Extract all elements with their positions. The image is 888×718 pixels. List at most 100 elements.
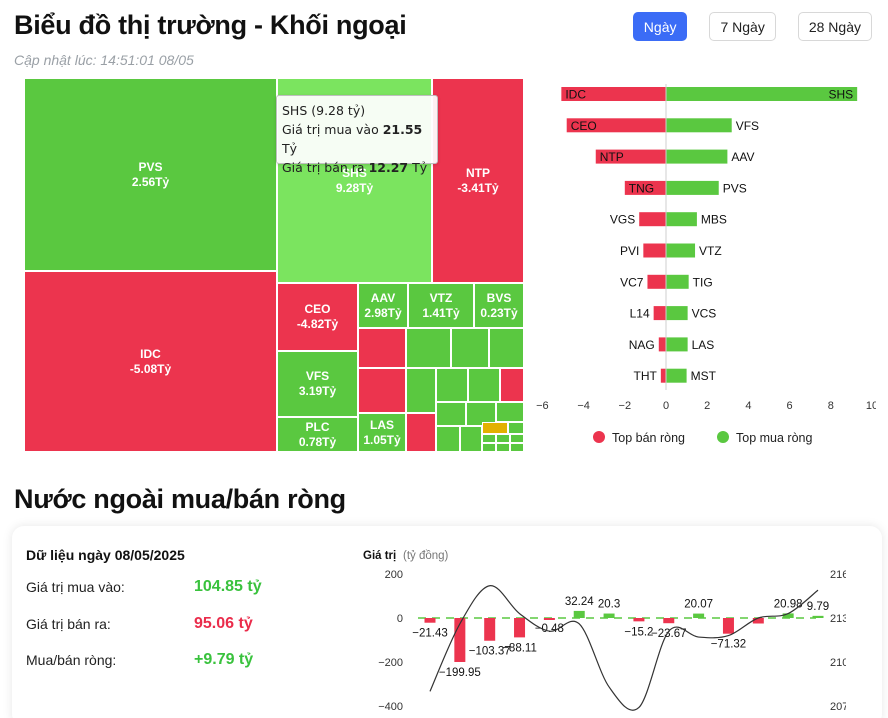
sell-bar-label: VGS xyxy=(610,213,635,227)
section-title: Nước ngoài mua/bán ròng xyxy=(14,484,346,514)
net-flow-bar xyxy=(812,615,824,618)
buy-bar xyxy=(666,180,719,195)
treemap-cell[interactable]: NTP -3.41Tỷ xyxy=(432,78,524,283)
treemap-cell-ticker: PVS xyxy=(138,159,163,174)
net-flow-bar xyxy=(514,618,526,638)
treemap-cell-small[interactable] xyxy=(496,434,510,443)
sell-value-label: Giá trị bán ra: xyxy=(26,616,111,632)
buy-bar-label: TIG xyxy=(693,275,713,289)
x-tick-label: 2 xyxy=(704,400,710,412)
net-flow-bar-label: −103.37 xyxy=(469,646,511,658)
treemap-cell-small[interactable] xyxy=(436,368,468,402)
net-flow-bar xyxy=(722,618,734,634)
net-flow-bar xyxy=(573,610,585,618)
treemap-cell[interactable]: IDC -5.08Tỷ xyxy=(24,271,277,452)
treemap-cell-value: -5.08Tỷ xyxy=(129,361,172,376)
tab-7-days[interactable]: 7 Ngày xyxy=(709,12,776,41)
x-tick-label: 0 xyxy=(663,400,669,412)
treemap-cell-small[interactable] xyxy=(500,368,524,402)
net-flow-bar-label: 9.79 xyxy=(807,601,829,613)
y-tick-label: 0 xyxy=(397,613,403,625)
treemap-cell-small[interactable] xyxy=(358,328,406,368)
y2-tick-label: 207 xyxy=(830,701,846,713)
x-tick-label: 4 xyxy=(745,400,751,412)
treemap-cell-small[interactable] xyxy=(358,368,406,413)
tooltip-buy-value: 21.55 xyxy=(382,122,423,137)
treemap-cell-small[interactable] xyxy=(436,402,466,426)
treemap-cell-small[interactable] xyxy=(482,422,508,434)
buy-bar-label: MST xyxy=(691,369,717,383)
treemap-cell-small[interactable] xyxy=(436,426,460,452)
net-value-label: Mua/bán ròng: xyxy=(26,652,117,668)
net-flow-bar xyxy=(782,613,794,618)
treemap-cell[interactable]: BVS 0.23Tỷ xyxy=(474,283,524,328)
sell-value: 95.06 tỷ xyxy=(194,615,253,632)
treemap-cell-ticker: AAV xyxy=(370,290,396,305)
treemap-cell-small[interactable] xyxy=(468,368,500,402)
tab-28-days[interactable]: 28 Ngày xyxy=(797,12,872,41)
tooltip-sell-label: Giá trị bán ra xyxy=(282,160,365,175)
page-title: Biểu đồ thị trường - Khối ngoại xyxy=(14,10,407,40)
treemap-cell[interactable]: PVS 2.56Tỷ xyxy=(24,78,277,271)
treemap-cell-small[interactable] xyxy=(406,413,436,452)
treemap-cell-small[interactable] xyxy=(496,402,524,422)
sell-bar-label: THT xyxy=(634,369,658,383)
sell-bar xyxy=(595,149,666,164)
treemap-cell[interactable]: VFS 3.19Tỷ xyxy=(277,351,358,417)
treemap-cell-small[interactable] xyxy=(508,422,524,434)
net-flow-bar xyxy=(752,618,764,624)
buy-bar xyxy=(666,212,697,227)
treemap-cell-small[interactable] xyxy=(482,443,496,452)
treemap-cell-value: 2.56Tỷ xyxy=(131,174,170,189)
treemap-cell-small[interactable] xyxy=(451,328,489,368)
x-tick-label: 6 xyxy=(787,400,793,412)
buy-bar-label: PVS xyxy=(723,181,747,195)
treemap-cell-small[interactable] xyxy=(489,328,524,368)
treemap-cell[interactable]: PLC 0.78Tỷ xyxy=(277,417,358,452)
sell-bar-label: VC7 xyxy=(620,275,644,289)
top-net-flow-bar-chart: IDC CEO NTP TNG VGS PVI VC7 L14 NAG THT SHS VFS AAV P… xyxy=(536,84,876,445)
treemap-cell[interactable]: CEO -4.82Tỷ xyxy=(277,283,358,351)
treemap-cell-small[interactable] xyxy=(482,434,496,443)
buy-bar-label: AAV xyxy=(731,150,754,164)
x-tick-label: −6 xyxy=(536,400,549,412)
treemap-cell-ticker: SHS xyxy=(342,165,367,180)
treemap-cell[interactable]: AAV 2.98Tỷ xyxy=(358,283,408,328)
net-flow-bar xyxy=(663,618,675,624)
treemap-cell-small[interactable] xyxy=(406,368,436,413)
treemap-cell-value: 2.98Tỷ xyxy=(364,305,402,320)
legend-sell-marker xyxy=(593,431,605,443)
buy-bar xyxy=(666,87,858,101)
net-flow-bar-label: −71.32 xyxy=(711,639,747,651)
buy-bar xyxy=(666,243,696,258)
treemap-cell-small[interactable] xyxy=(510,443,524,452)
buy-bar-label: SHS xyxy=(828,88,853,102)
sell-bar xyxy=(561,87,666,101)
tab-day[interactable]: Ngày xyxy=(632,12,688,41)
net-flow-bar-label: −0.48 xyxy=(535,623,564,635)
treemap-cell-ticker: PLC xyxy=(305,419,330,434)
sell-bar xyxy=(624,180,666,195)
sell-bar-label: NTP xyxy=(600,150,624,164)
sell-bar xyxy=(660,368,666,383)
net-flow-bar-label: 20.3 xyxy=(598,599,620,611)
sell-bar xyxy=(566,118,666,133)
last-updated: Cập nhật lúc: 14:51:01 08/05 xyxy=(14,52,194,68)
sell-bar-label: IDC xyxy=(565,88,586,102)
tooltip-buy-row: Giá trị mua vào 21.55 Tỷ xyxy=(282,120,432,158)
treemap-cell-small[interactable] xyxy=(406,328,451,368)
y-tick-label: −400 xyxy=(378,701,403,713)
treemap-cell[interactable]: LAS 1.05Tỷ xyxy=(358,413,406,452)
treemap-cell[interactable]: VTZ 1.41Tỷ xyxy=(408,283,474,328)
buy-bar xyxy=(666,368,687,383)
treemap-cell-value: 3.19Tỷ xyxy=(298,384,337,398)
treemap-cell-small[interactable] xyxy=(510,434,524,443)
legend-buy-label: Top mua ròng xyxy=(736,431,812,445)
tooltip-sell-value: 12.27 xyxy=(368,160,409,175)
treemap-cell-small[interactable] xyxy=(496,443,510,452)
buy-bar-label: VTZ xyxy=(699,244,722,258)
buy-bar xyxy=(666,274,689,289)
sell-bar-label: CEO xyxy=(571,119,597,133)
treemap-cell-small[interactable] xyxy=(460,426,482,452)
net-flow-bar-label: −23.67 xyxy=(651,628,687,640)
